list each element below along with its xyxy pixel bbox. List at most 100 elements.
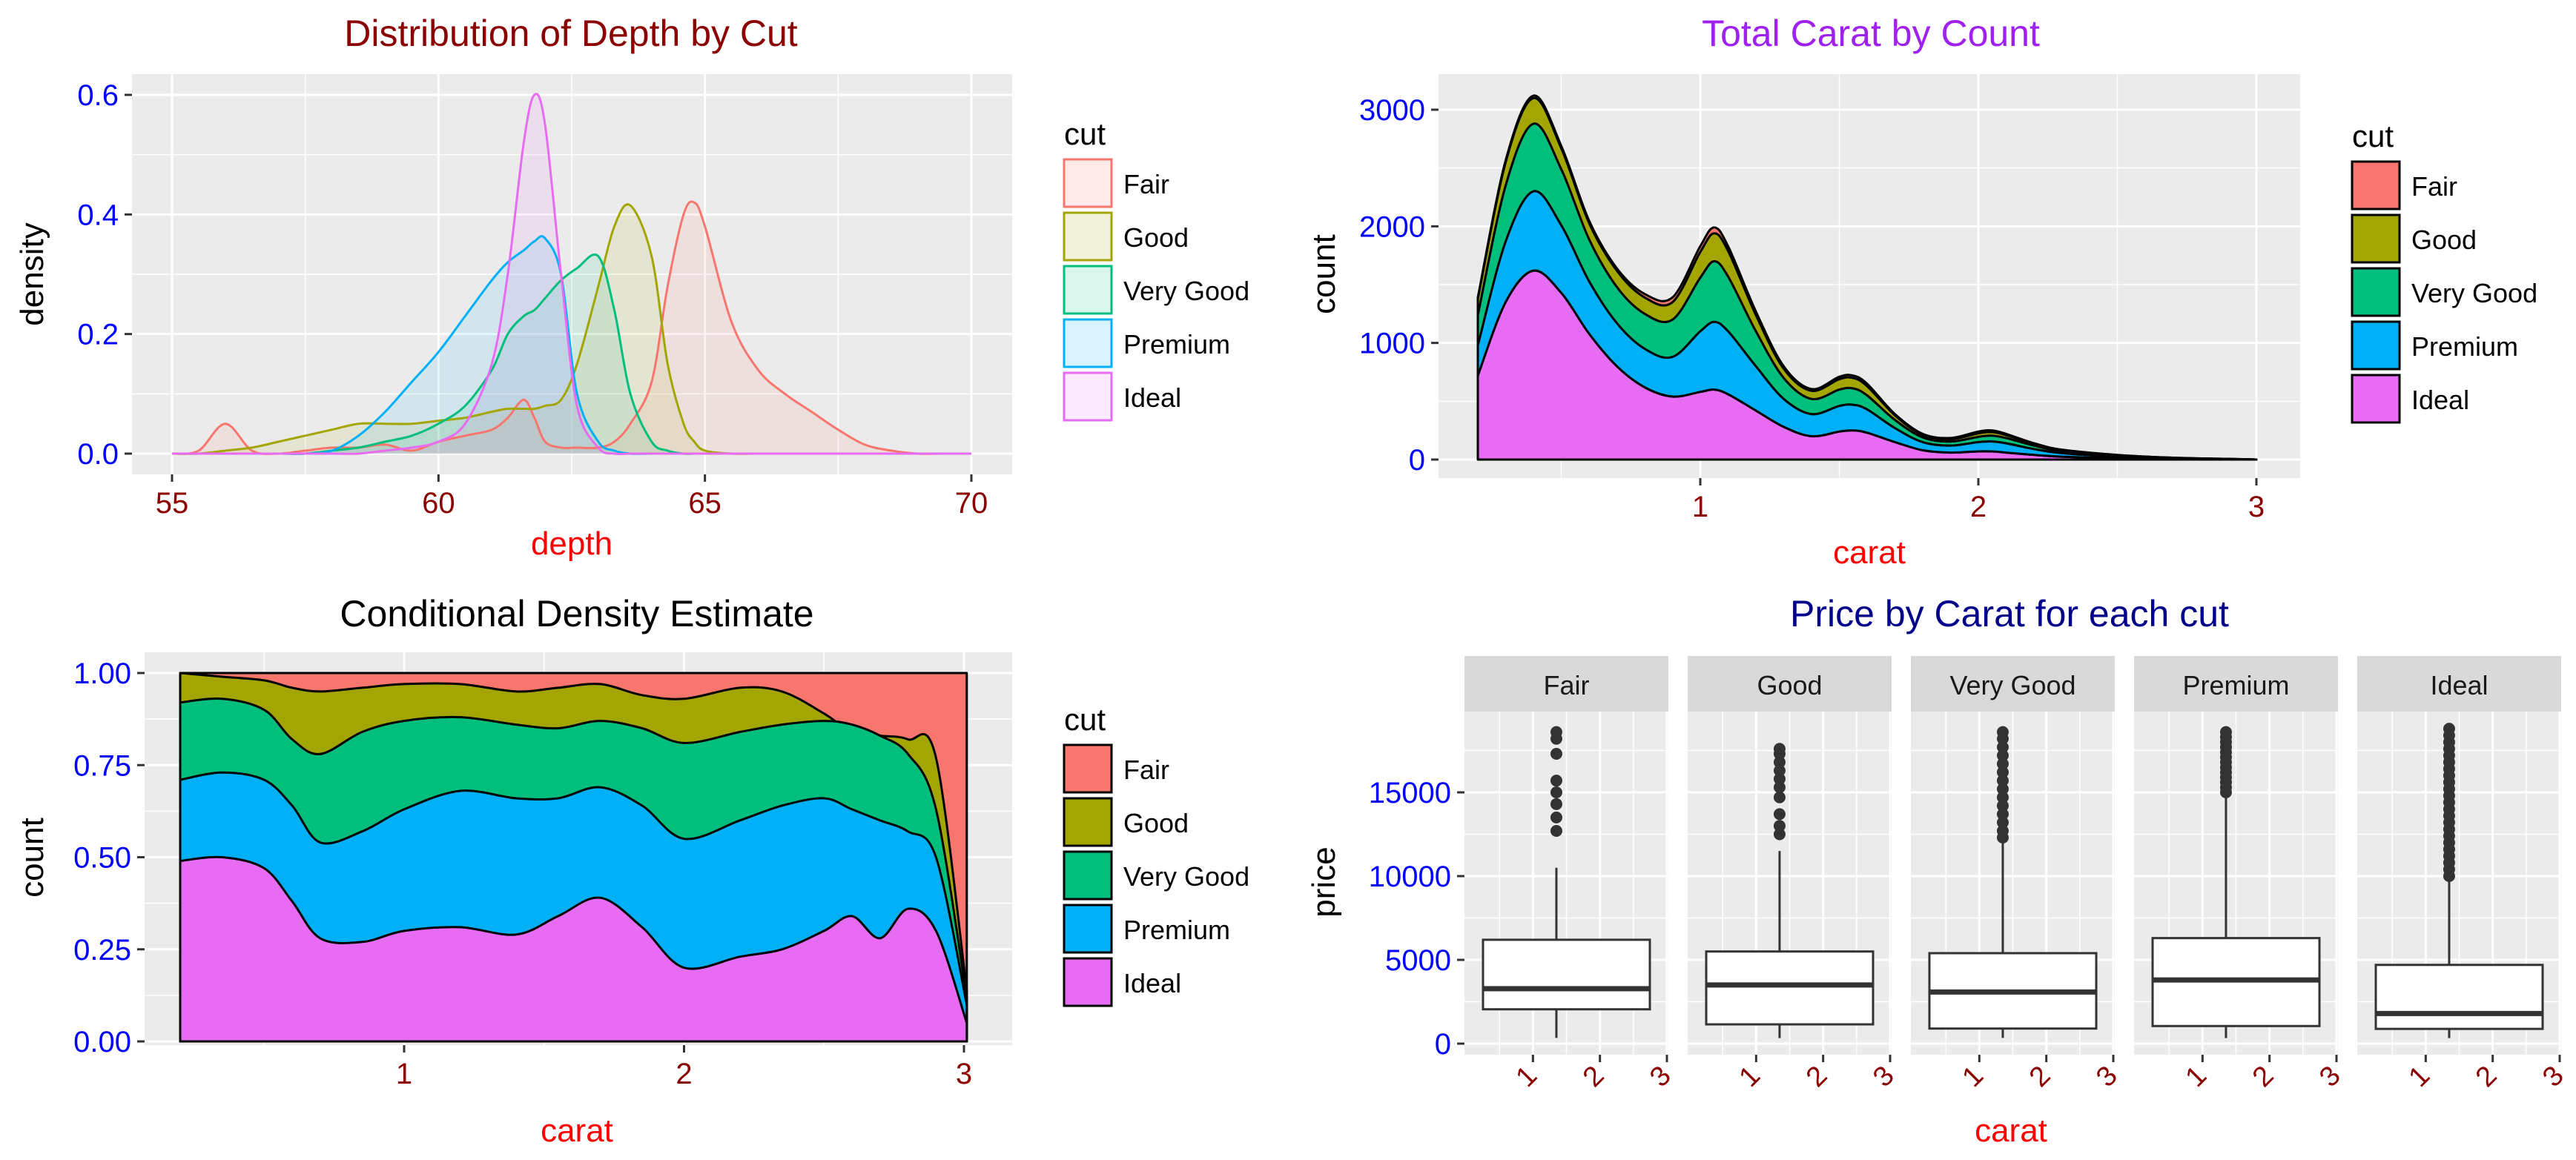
chart-depth-xtick-label: 55 bbox=[156, 487, 189, 520]
chart-box-strip-ideal bbox=[2357, 656, 2561, 712]
chart-box-box-ideal bbox=[2374, 964, 2544, 1030]
chart-box-outlier-very-good bbox=[1996, 726, 2009, 738]
chart-box-xtick-label-good: 2 bbox=[1800, 1060, 1834, 1093]
chart-cde-legend-label-ideal: Ideal bbox=[1123, 968, 1181, 998]
chart-depth-legend-label-very-good: Very Good bbox=[1123, 276, 1249, 306]
chart-box-outlier-very-good bbox=[1996, 775, 2009, 787]
chart-depth-area-premium bbox=[172, 236, 971, 454]
chart-box-outlier-very-good bbox=[1996, 783, 2009, 795]
chart-cde-legend: cut Fair Good Very Good Premium Ideal bbox=[1063, 702, 1249, 1007]
chart-box-outlier-good bbox=[1773, 781, 1786, 794]
chart-depth-legend-swatch-good bbox=[1063, 211, 1113, 262]
chart-cde-legend-label-fair: Fair bbox=[1123, 755, 1169, 785]
chart-depth-legend-title: cut bbox=[1064, 116, 1106, 151]
chart-box-xtick-label-premium: 3 bbox=[2314, 1060, 2347, 1093]
chart-depth-ytick-label: 0.4 bbox=[77, 199, 119, 231]
chart-box-outlier-fair bbox=[1550, 726, 1562, 738]
chart-box-outlier-good bbox=[1773, 828, 1786, 841]
chart-count-xlabel: carat bbox=[1833, 534, 1906, 571]
chart-box-ylabel: price bbox=[1306, 846, 1342, 917]
chart-count-legend-label-premium: Premium bbox=[2411, 331, 2518, 362]
chart-depth-area-fair bbox=[172, 201, 971, 454]
chart-count-legend-label-very-good: Very Good bbox=[2411, 278, 2537, 308]
chart-cde-xtick-label: 3 bbox=[956, 1058, 972, 1090]
chart-box-box-fair bbox=[1482, 938, 1651, 1011]
chart-box-xtick-label-very-good: 2 bbox=[2024, 1060, 2057, 1093]
chart-depth-ytick-label: 0.0 bbox=[77, 438, 119, 471]
chart-box-strip-good bbox=[1688, 656, 1892, 712]
chart-count-legend-label-good: Good bbox=[2411, 225, 2477, 255]
chart-box-outlier-very-good bbox=[1996, 816, 2009, 829]
chart-box-title: Price by Carat for each cut bbox=[1790, 593, 2229, 634]
chart-depth-ytick-label: 0.6 bbox=[77, 79, 119, 112]
chart-box-outlier-fair bbox=[1550, 798, 1562, 810]
chart-box-outlier-fair bbox=[1550, 748, 1562, 760]
chart-box-strip-label-ideal: Ideal bbox=[2430, 670, 2488, 700]
chart-cde-ylabel: count bbox=[14, 818, 50, 898]
chart-cde: Conditional Density Estimate 0.00 0.25 0.5… bbox=[14, 593, 1249, 1149]
chart-box-outlier-ideal bbox=[2443, 723, 2455, 735]
chart-box-outlier-good bbox=[1773, 743, 1786, 755]
chart-box-outlier-good bbox=[1773, 772, 1786, 785]
chart-depth-xtick-label: 65 bbox=[688, 487, 721, 520]
chart-count-legend-label-ideal: Ideal bbox=[2411, 385, 2469, 415]
chart-count-xtick-label: 3 bbox=[2248, 491, 2265, 523]
chart-cde-legend-label-very-good: Very Good bbox=[1123, 861, 1249, 892]
chart-cde-area-ideal bbox=[179, 855, 968, 1043]
chart-depth-line-fair bbox=[171, 200, 971, 456]
chart-depth-ylabel: density bbox=[14, 222, 50, 325]
chart-box-strip-very-good bbox=[1911, 656, 2115, 712]
chart-box-outlier-good bbox=[1773, 791, 1786, 803]
chart-cde-ytick-label: 0.50 bbox=[73, 842, 131, 875]
chart-depth-xtick-label: 60 bbox=[422, 487, 455, 520]
chart-box-ytick-label: 5000 bbox=[1385, 944, 1451, 977]
chart-cde-legend-swatch-premium bbox=[1063, 904, 1113, 954]
chart-box-outlier-fair bbox=[1550, 811, 1562, 823]
chart-cde-ytick-label: 0.25 bbox=[73, 934, 131, 967]
chart-depth-legend-label-fair: Fair bbox=[1123, 169, 1169, 199]
chart-count-title: Total Carat by Count bbox=[1702, 13, 2040, 54]
chart-depth-legend-label-premium: Premium bbox=[1123, 329, 1230, 359]
chart-count-xtick-label: 2 bbox=[1970, 491, 1987, 523]
chart-depth-line-ideal bbox=[172, 93, 971, 456]
chart-count-area-fair bbox=[1476, 94, 2258, 461]
chart-box-strip-label-fair: Fair bbox=[1544, 670, 1590, 700]
chart-box-outlier-very-good bbox=[1996, 824, 2009, 837]
chart-box-xtick-label-ideal: 2 bbox=[2470, 1060, 2503, 1093]
chart-box-ytick-label: 15000 bbox=[1369, 777, 1451, 809]
chart-cde-legend-swatch-ideal bbox=[1063, 957, 1113, 1007]
chart-cde-ytick-label: 1.00 bbox=[73, 657, 131, 690]
chart-cde-ytick-label: 0.75 bbox=[73, 749, 131, 782]
chart-count-xtick-label: 1 bbox=[1692, 491, 1708, 523]
chart-count-legend-swatch-ideal bbox=[2351, 374, 2401, 424]
chart-box-xtick-label-premium: 2 bbox=[2247, 1060, 2280, 1093]
chart-box-xtick-label-fair: 2 bbox=[1577, 1060, 1611, 1093]
chart-depth-legend-swatch-fair bbox=[1063, 158, 1113, 208]
chart-box-outlier-premium bbox=[2219, 726, 2232, 738]
chart-count-legend: cut Fair Good Very Good Premium Ideal bbox=[2351, 119, 2537, 424]
chart-box-xtick-label-fair: 3 bbox=[1644, 1060, 1677, 1093]
chart-count-ytick-label: 0 bbox=[1409, 444, 1425, 477]
chart-count: Total Carat by Count 0 1000 2000 3000 1 2 3 c… bbox=[1306, 13, 2537, 571]
chart-box-outlier-fair bbox=[1550, 824, 1562, 837]
chart-count-legend-title: cut bbox=[2352, 119, 2394, 153]
chart-cde-legend-swatch-fair bbox=[1063, 743, 1113, 794]
chart-box-xtick-label-ideal: 1 bbox=[2403, 1060, 2437, 1093]
chart-depth-title: Distribution of Depth by Cut bbox=[344, 13, 798, 54]
chart-box-ytick-label: 0 bbox=[1435, 1028, 1451, 1061]
chart-box-outlier-very-good bbox=[1996, 808, 2009, 821]
chart-cde-legend-label-good: Good bbox=[1123, 808, 1189, 838]
chart-depth-legend: cut Fair Good Very Good Premium Ideal bbox=[1063, 116, 1249, 422]
chart-cde-ytick-label: 0.00 bbox=[73, 1026, 131, 1058]
chart-cde-legend-label-premium: Premium bbox=[1123, 915, 1230, 945]
chart-count-ytick-label: 1000 bbox=[1359, 328, 1425, 360]
chart-depth-area-good bbox=[172, 204, 971, 454]
chart-count-legend-swatch-premium bbox=[2351, 320, 2401, 371]
chart-box-outlier-fair bbox=[1550, 775, 1562, 787]
chart-cde-xtick-label: 1 bbox=[396, 1058, 412, 1090]
chart-depth-legend-swatch-premium bbox=[1063, 318, 1113, 368]
chart-depth-area-ideal bbox=[172, 93, 971, 454]
chart-box-xtick-label-premium: 1 bbox=[2180, 1060, 2213, 1093]
chart-cde-title: Conditional Density Estimate bbox=[340, 593, 813, 634]
